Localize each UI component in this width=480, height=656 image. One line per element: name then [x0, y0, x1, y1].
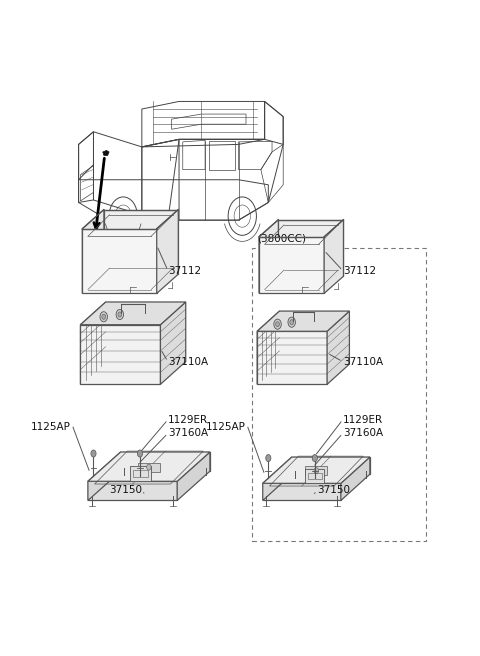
Text: 1129ER: 1129ER [168, 415, 208, 424]
Polygon shape [81, 302, 186, 325]
Polygon shape [292, 457, 370, 474]
Polygon shape [305, 469, 324, 483]
Text: 1125AP: 1125AP [206, 422, 246, 432]
Polygon shape [83, 209, 104, 293]
Polygon shape [341, 457, 370, 501]
Circle shape [290, 319, 294, 325]
Polygon shape [263, 483, 341, 501]
Circle shape [100, 312, 108, 322]
Circle shape [91, 450, 96, 457]
Polygon shape [257, 331, 327, 384]
Circle shape [288, 317, 295, 327]
Text: 37150: 37150 [317, 485, 349, 495]
Circle shape [102, 314, 106, 319]
Polygon shape [103, 150, 109, 155]
Circle shape [118, 312, 122, 317]
Circle shape [116, 310, 123, 319]
Polygon shape [327, 311, 349, 384]
Circle shape [266, 455, 271, 462]
Polygon shape [104, 209, 178, 274]
Text: 37112: 37112 [343, 266, 376, 276]
Circle shape [147, 464, 151, 470]
Circle shape [274, 319, 281, 329]
Polygon shape [120, 452, 210, 471]
Polygon shape [305, 466, 327, 475]
Text: 37160A: 37160A [168, 428, 208, 438]
Text: 37160A: 37160A [343, 428, 383, 438]
Polygon shape [138, 462, 160, 472]
Circle shape [276, 321, 279, 327]
Polygon shape [177, 452, 210, 501]
Polygon shape [81, 302, 106, 384]
Text: 37110A: 37110A [168, 357, 208, 367]
Polygon shape [278, 220, 344, 276]
Polygon shape [324, 220, 344, 293]
Text: (3800CC): (3800CC) [257, 234, 306, 244]
Text: 37112: 37112 [168, 266, 201, 276]
Polygon shape [88, 452, 210, 482]
Circle shape [312, 455, 317, 462]
Polygon shape [259, 220, 278, 293]
Polygon shape [81, 325, 160, 384]
Text: 37150: 37150 [109, 485, 142, 495]
Circle shape [137, 450, 143, 457]
Polygon shape [259, 237, 324, 293]
Polygon shape [83, 229, 156, 293]
Polygon shape [257, 311, 279, 384]
Polygon shape [130, 466, 151, 482]
Text: 37110A: 37110A [343, 357, 383, 367]
Polygon shape [88, 452, 120, 501]
Polygon shape [263, 457, 370, 483]
Text: 1129ER: 1129ER [343, 415, 383, 424]
Polygon shape [156, 209, 178, 293]
Polygon shape [257, 311, 349, 331]
Polygon shape [263, 457, 292, 501]
Circle shape [314, 468, 319, 474]
Polygon shape [160, 302, 186, 384]
Polygon shape [88, 482, 177, 501]
Text: 1125AP: 1125AP [31, 422, 71, 432]
